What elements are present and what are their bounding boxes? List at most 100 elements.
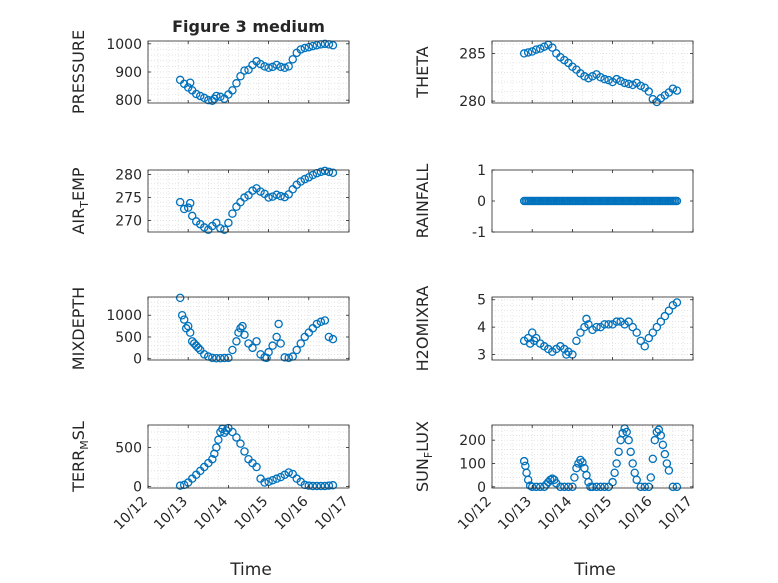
data-point: [274, 319, 283, 329]
y-tick-label: 0: [133, 352, 142, 368]
data-point: [523, 48, 533, 57]
figure-xlabel-left: Time: [229, 560, 272, 580]
data-point: [612, 74, 621, 84]
data-point: [284, 190, 293, 199]
data-point: [183, 203, 193, 212]
data-point: [212, 91, 221, 101]
data-point: [644, 482, 654, 492]
data-point: [523, 475, 533, 485]
x-tick-label: 10/16: [272, 493, 312, 533]
data-point: [604, 75, 613, 85]
x-tick-label: 10/14: [535, 493, 575, 533]
data-point: [540, 42, 549, 51]
data-point: [582, 470, 591, 480]
y-tick-label: 0: [477, 480, 486, 496]
data-point: [556, 482, 565, 492]
data-point: [240, 330, 249, 340]
y-axis-label: TERRMSL: [69, 421, 91, 493]
x-tick-label: 10/15: [576, 494, 616, 534]
data-point: [212, 354, 221, 363]
data-point: [588, 72, 597, 81]
grid-layer: [147, 41, 694, 488]
data-point: [284, 62, 293, 71]
data-point: [531, 482, 541, 492]
y-tick-label: 0: [477, 194, 486, 210]
data-point: [296, 339, 306, 348]
data-point: [664, 466, 674, 475]
data-point: [260, 478, 269, 487]
data-point: [672, 86, 682, 95]
data-point: [648, 454, 658, 464]
data-point: [208, 454, 217, 464]
data-point: [650, 435, 660, 445]
y-axis-label: MIXDEPTH: [69, 287, 88, 370]
data-point: [572, 463, 581, 473]
data-point: [548, 43, 557, 52]
data-point: [179, 315, 189, 324]
data-point: [252, 462, 261, 472]
data-point: [240, 66, 249, 75]
data-point: [320, 481, 330, 491]
y-tick-label: 0: [133, 479, 142, 495]
y-tick-label: 5: [477, 293, 486, 309]
data-point: [626, 447, 635, 457]
data-point: [292, 345, 301, 355]
data-point: [248, 343, 257, 353]
data-point: [268, 341, 277, 350]
y-tick-label: 1: [477, 163, 486, 179]
axes-box: [147, 169, 350, 233]
y-tick-label: 4: [477, 320, 486, 336]
data-point: [236, 71, 245, 81]
data-point: [276, 62, 285, 72]
data-point: [244, 339, 253, 348]
data-point: [252, 337, 261, 346]
data-point: [672, 482, 682, 492]
data-point: [618, 428, 627, 438]
data-point: [228, 345, 237, 355]
data-point: [570, 473, 579, 482]
x-tick-label: 10/13: [495, 494, 535, 534]
data-point: [592, 482, 601, 492]
data-point: [236, 439, 245, 448]
x-tick-label: 10/14: [191, 493, 231, 533]
data-point: [628, 80, 637, 90]
data-point: [228, 427, 237, 437]
y-tick-label: 900: [115, 65, 142, 81]
data-point: [264, 193, 273, 202]
data-point: [320, 166, 330, 176]
data-point: [175, 481, 185, 490]
data-point: [646, 473, 656, 482]
data-point: [604, 320, 613, 329]
data-point: [175, 293, 185, 303]
data-point: [610, 468, 619, 478]
data-point: [624, 435, 633, 445]
x-tick-label: 10/13: [151, 494, 191, 534]
data-point: [596, 482, 605, 492]
data-point: [660, 449, 670, 459]
data-point: [535, 44, 545, 53]
y-tick-label: 500: [115, 441, 142, 457]
data-point: [236, 197, 245, 207]
data-point: [644, 87, 654, 96]
data-point: [284, 468, 293, 477]
y-axis-label: RAINFALL: [413, 164, 432, 239]
data-point: [308, 41, 318, 51]
data-point: [636, 482, 645, 492]
y-tick-label: 200: [459, 433, 486, 449]
data-point: [268, 192, 277, 201]
data-point: [519, 49, 529, 58]
data-point: [600, 482, 609, 492]
data-point: [216, 354, 225, 363]
data-point: [308, 481, 318, 491]
data-point: [272, 60, 281, 70]
data-point: [527, 328, 537, 337]
data-point: [576, 328, 585, 337]
data-point: [185, 328, 195, 337]
data-point: [588, 482, 597, 492]
data-point: [527, 47, 537, 56]
axes-box: [491, 424, 694, 489]
data-point: [519, 456, 529, 466]
data-point: [630, 468, 639, 478]
data-point: [672, 196, 682, 206]
